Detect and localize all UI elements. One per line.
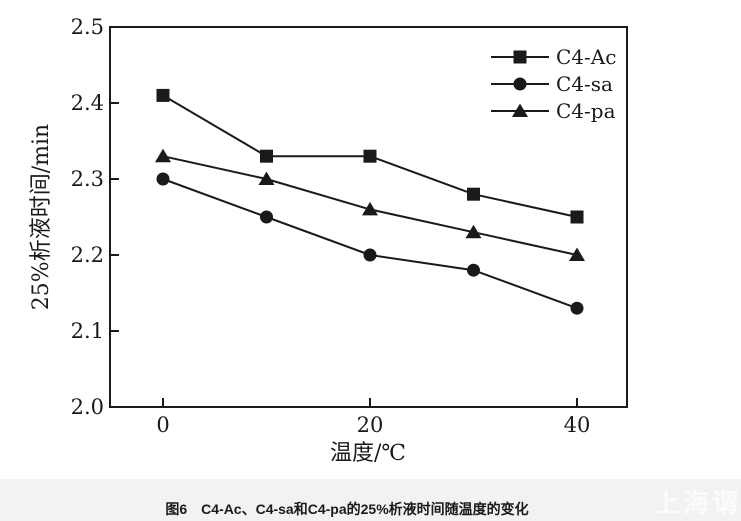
- figure-caption: 图6 C4-Ac、C4-sa和C4-pa的25%析液时间随温度的变化: [165, 501, 529, 517]
- y-tick-label: 2.5: [71, 15, 104, 39]
- series-marker-c4-pa: [258, 171, 275, 185]
- series-line-c4-sa: [162, 178, 578, 310]
- series-marker-c4-sa: [260, 210, 273, 224]
- caption-bar: 图6 C4-Ac、C4-sa和C4-pa的25%析液时间随温度的变化 上海谓: [0, 479, 741, 521]
- series-marker-c4-ac: [260, 149, 273, 163]
- y-tick-label: 2.0: [71, 395, 104, 419]
- x-tick-label: 40: [564, 413, 591, 437]
- x-axis-title: 温度/℃: [330, 441, 406, 466]
- series-marker-c4-ac: [467, 187, 480, 201]
- watermark-text: 上海谓: [654, 488, 741, 518]
- x-tick-label: 0: [156, 413, 169, 437]
- series-marker-c4-ac: [156, 88, 170, 102]
- series-marker-c4-pa: [465, 224, 482, 239]
- y-tick-label: 2.2: [71, 243, 104, 267]
- y-tick-label: 2.3: [71, 167, 104, 191]
- legend-marker-c4-pa: [512, 103, 528, 117]
- series-marker-c4-sa: [156, 172, 170, 186]
- line-chart: 2.0 2.1 2.2 2.3 2.4 2.5 0 20 40 25%析液时间/min 温度/℃ C4…: [29, 15, 628, 466]
- legend-item-c4-pa: C4-pa: [556, 99, 616, 123]
- legend-item-c4-sa: C4-sa: [556, 72, 613, 96]
- series-marker-c4-pa: [155, 148, 171, 163]
- series-marker-c4-ac: [363, 149, 377, 163]
- series-marker-c4-sa: [363, 248, 377, 262]
- series-marker-c4-sa: [467, 263, 480, 277]
- y-axis-title: 25%析液时间/min: [29, 124, 54, 310]
- series-marker-c4-sa: [570, 301, 584, 315]
- y-tick-label: 2.1: [71, 319, 104, 343]
- plot-frame: [109, 26, 628, 408]
- series-marker-c4-pa: [362, 201, 378, 216]
- x-tick-label: 20: [357, 413, 384, 437]
- series-marker-c4-pa: [569, 247, 585, 261]
- legend-marker-c4-sa: [513, 77, 527, 91]
- series-marker-c4-ac: [570, 210, 584, 224]
- legend-marker-c4-ac: [513, 50, 527, 64]
- legend-item-c4-ac: C4-Ac: [556, 45, 616, 69]
- y-tick-label: 2.4: [71, 91, 104, 115]
